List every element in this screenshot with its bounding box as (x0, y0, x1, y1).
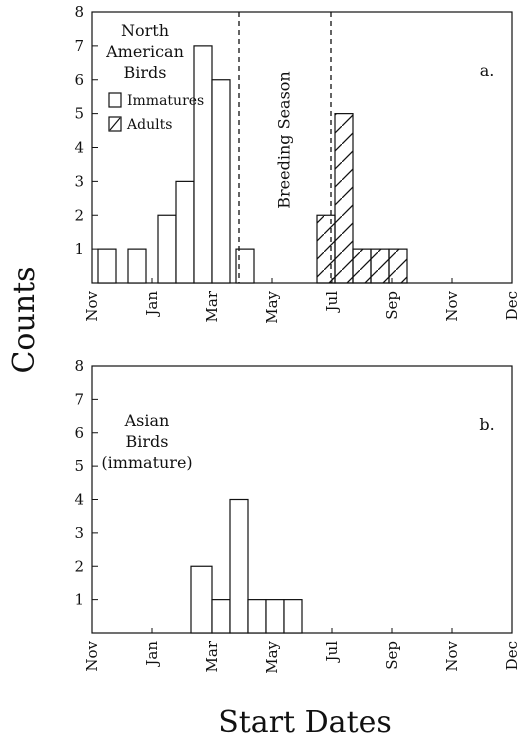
y-tick-label-b: 3 (74, 524, 84, 542)
y-tick-label-a: 3 (74, 172, 84, 190)
panel-label-b: b. (479, 415, 494, 434)
legend-swatch-immatures (108, 92, 122, 108)
bar-a-adults-1 (334, 113, 354, 284)
y-tick-label-b: 6 (74, 424, 84, 442)
x-tick-label-b: Dec (503, 641, 520, 670)
bar-a-immatures-2 (157, 214, 177, 284)
bar-a-immatures-0 (97, 248, 117, 284)
y-tick-label-a: 7 (74, 37, 84, 55)
x-tick-label-b: Jan (143, 641, 161, 668)
y-tick-label-b: 7 (74, 390, 84, 408)
bar-b-immatures-4 (265, 599, 285, 634)
x-tick-label-a: Nov (443, 290, 461, 321)
y-tick-label-a: 4 (74, 139, 84, 157)
x-tick-label-b: Sep (383, 641, 401, 670)
x-tick-label-a: Nov (83, 290, 101, 321)
panel-label-a: a. (480, 61, 495, 80)
x-axis-title: Start Dates (218, 705, 392, 739)
x-tick-label-a: Mar (203, 290, 221, 322)
bar-a-adults-0 (316, 214, 336, 284)
y-tick-label-a: 8 (74, 3, 84, 21)
group-label-line: (immature) (101, 453, 192, 472)
plot-frame-b (91, 365, 513, 634)
bar-b-immatures-3 (247, 599, 267, 634)
legend-hatch-mark (109, 117, 121, 131)
y-tick-label-a: 2 (74, 206, 84, 224)
bar-a-adults-3 (370, 248, 390, 284)
y-axis-title: Counts (7, 266, 42, 373)
legend-label-immatures: Immatures (127, 93, 204, 109)
panel-b: 1 2 3 4 5 6 7 8 Nov Jan Mar May Jul Sep Nov Dec b. Asian B… (74, 357, 520, 674)
x-tick-label-a: Jan (143, 291, 161, 318)
x-tick-label-b: May (263, 640, 281, 673)
bar-a-immatures-6 (235, 248, 255, 284)
x-tick-label-a: Sep (383, 291, 401, 320)
group-label-line: Birds (126, 432, 169, 451)
x-tick-label-a: Jul (323, 291, 341, 314)
x-tick-label-a: May (263, 290, 281, 323)
bar-b-immatures-1 (211, 599, 231, 634)
bar-b-immatures-0 (190, 565, 213, 634)
x-tick-label-b: Nov (83, 640, 101, 671)
group-label-line: North (121, 21, 169, 40)
y-tick-label-b: 8 (74, 357, 84, 375)
x-tick-label-a: Dec (503, 291, 520, 320)
legend-label-adults: Adults (126, 117, 172, 133)
bar-b-immatures-5 (283, 599, 303, 634)
panel-a: 1 2 3 4 5 6 7 8 Nov Jan Mar May Jul Sep Nov Dec Breeding… (74, 3, 520, 324)
x-tick-label-b: Nov (443, 640, 461, 671)
bar-a-adults-2 (352, 248, 372, 284)
y-tick-label-b: 2 (74, 557, 84, 575)
bar-a-adults-4 (388, 248, 408, 284)
y-tick-label-b: 5 (74, 457, 84, 475)
y-tick-label-b: 1 (74, 591, 84, 609)
bar-a-immatures-5 (211, 79, 231, 284)
y-tick-label-a: 1 (74, 240, 84, 258)
breeding-season-label: Breeding Season (275, 71, 294, 208)
x-tick-label-b: Mar (203, 640, 221, 672)
y-tick-label-a: 5 (74, 105, 84, 123)
group-label-line: Birds (124, 63, 167, 82)
group-label-line: American (105, 42, 184, 61)
bar-b-immatures-2 (229, 498, 249, 634)
bar-a-immatures-1 (127, 248, 147, 284)
y-tick-label-a: 6 (74, 71, 84, 89)
bar-a-immatures-3 (175, 180, 195, 284)
y-tick-label-b: 4 (74, 491, 84, 509)
group-label-line: Asian (124, 411, 170, 430)
bar-a-immatures-4 (193, 45, 213, 284)
x-tick-label-b: Jul (323, 641, 341, 664)
